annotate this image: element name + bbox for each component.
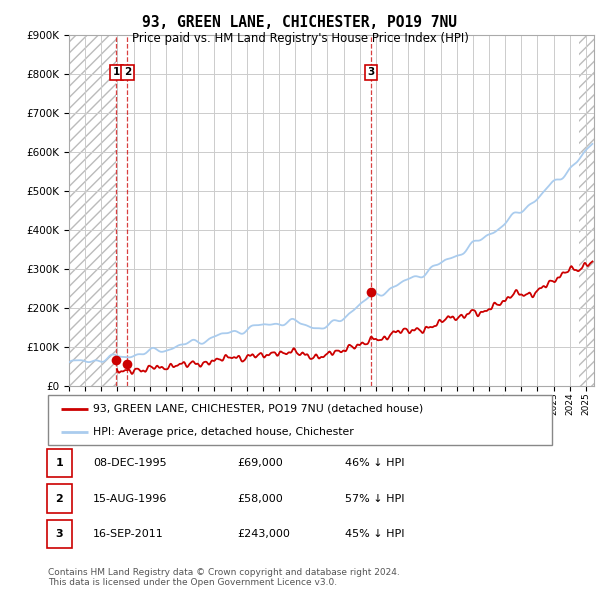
Bar <box>116 35 580 386</box>
Text: 46% ↓ HPI: 46% ↓ HPI <box>345 458 404 468</box>
Text: 45% ↓ HPI: 45% ↓ HPI <box>345 529 404 539</box>
Text: 16-SEP-2011: 16-SEP-2011 <box>93 529 164 539</box>
Text: £243,000: £243,000 <box>237 529 290 539</box>
FancyBboxPatch shape <box>48 395 552 445</box>
Text: £69,000: £69,000 <box>237 458 283 468</box>
Text: Contains HM Land Registry data © Crown copyright and database right 2024.
This d: Contains HM Land Registry data © Crown c… <box>48 568 400 587</box>
Text: Price paid vs. HM Land Registry's House Price Index (HPI): Price paid vs. HM Land Registry's House … <box>131 32 469 45</box>
Text: 15-AUG-1996: 15-AUG-1996 <box>93 494 167 503</box>
Text: 2: 2 <box>124 67 131 77</box>
Text: £58,000: £58,000 <box>237 494 283 503</box>
Text: 08-DEC-1995: 08-DEC-1995 <box>93 458 167 468</box>
Text: 93, GREEN LANE, CHICHESTER, PO19 7NU (detached house): 93, GREEN LANE, CHICHESTER, PO19 7NU (de… <box>94 404 424 414</box>
Text: 93, GREEN LANE, CHICHESTER, PO19 7NU: 93, GREEN LANE, CHICHESTER, PO19 7NU <box>143 15 458 30</box>
Text: 3: 3 <box>56 529 63 539</box>
Text: 1: 1 <box>56 458 63 468</box>
Text: 1: 1 <box>113 67 120 77</box>
Bar <box>580 35 594 386</box>
Text: 3: 3 <box>368 67 375 77</box>
Text: HPI: Average price, detached house, Chichester: HPI: Average price, detached house, Chic… <box>94 427 354 437</box>
Bar <box>69 35 116 386</box>
Text: 57% ↓ HPI: 57% ↓ HPI <box>345 494 404 503</box>
Text: 2: 2 <box>56 494 63 503</box>
